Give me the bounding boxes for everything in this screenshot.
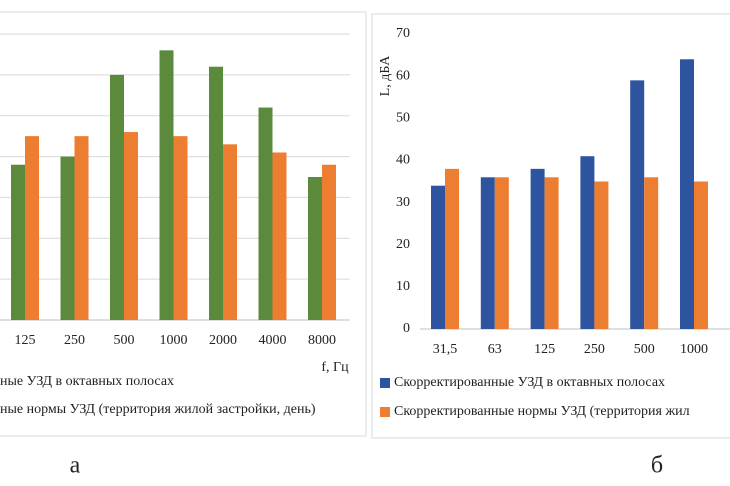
bar: [594, 181, 609, 329]
bar: [544, 177, 559, 329]
x-tick-label: 63: [488, 342, 502, 357]
y-tick-label: 10: [396, 279, 410, 294]
panel-a-frame: [0, 11, 367, 437]
bar: [74, 136, 89, 320]
legend-label: ные нормы УЗД (территория жилой застройк…: [0, 402, 316, 417]
bar: [694, 181, 708, 329]
y-axis-label: L, дБА: [378, 55, 393, 97]
legend-label: ные УЗД в октавных полосах: [0, 374, 174, 389]
bar: [322, 164, 336, 320]
panel-b-frame: [371, 13, 730, 439]
x-tick-label: 500: [634, 342, 655, 357]
x-tick-label: 4000: [259, 333, 287, 348]
y-tick-label: 70: [396, 26, 410, 41]
x-tick-label: 1000: [160, 333, 188, 348]
bar: [480, 177, 495, 329]
y-tick-label: 40: [396, 153, 410, 168]
x-tick-label: 31,5: [433, 342, 458, 357]
bar: [680, 59, 694, 330]
x-tick-label: 125: [15, 333, 36, 348]
y-tick-label: 60: [396, 68, 410, 83]
bar: [431, 185, 445, 329]
bar: [110, 74, 124, 320]
bar: [124, 132, 138, 320]
x-tick-label: 500: [114, 333, 135, 348]
bar: [159, 50, 174, 320]
x-tick-label: 250: [584, 342, 605, 357]
y-tick-label: 30: [396, 195, 410, 210]
bar: [11, 164, 25, 320]
bar: [644, 177, 659, 329]
y-tick-label: 20: [396, 237, 410, 252]
legend-label: Скорректированные нормы УЗД (территория …: [394, 404, 690, 419]
legend-marker: [380, 378, 390, 388]
x-tick-label: 125: [534, 342, 555, 357]
bar: [258, 107, 273, 321]
bar: [494, 177, 509, 329]
bar: [272, 152, 287, 320]
x-axis-label: f, Гц: [321, 360, 349, 375]
bar: [630, 80, 645, 329]
bar: [530, 168, 545, 329]
bar: [580, 156, 595, 329]
x-tick-label: 1000: [680, 342, 708, 357]
x-tick-label: 250: [64, 333, 85, 348]
bar: [445, 168, 459, 329]
y-tick-label: 50: [396, 111, 410, 126]
legend-label: Скорректированные УЗД в октавных полосах: [394, 375, 665, 390]
bar: [308, 177, 322, 320]
y-tick-label: 0: [403, 321, 410, 336]
legend-marker: [380, 407, 390, 417]
x-tick-label: 8000: [308, 333, 336, 348]
caption: б: [651, 453, 663, 479]
caption: а: [70, 453, 81, 479]
bar: [60, 156, 75, 320]
x-tick-label: 2000: [209, 333, 237, 348]
bar: [173, 136, 188, 320]
bar: [209, 66, 223, 320]
bar: [223, 144, 237, 320]
bar: [25, 136, 39, 320]
